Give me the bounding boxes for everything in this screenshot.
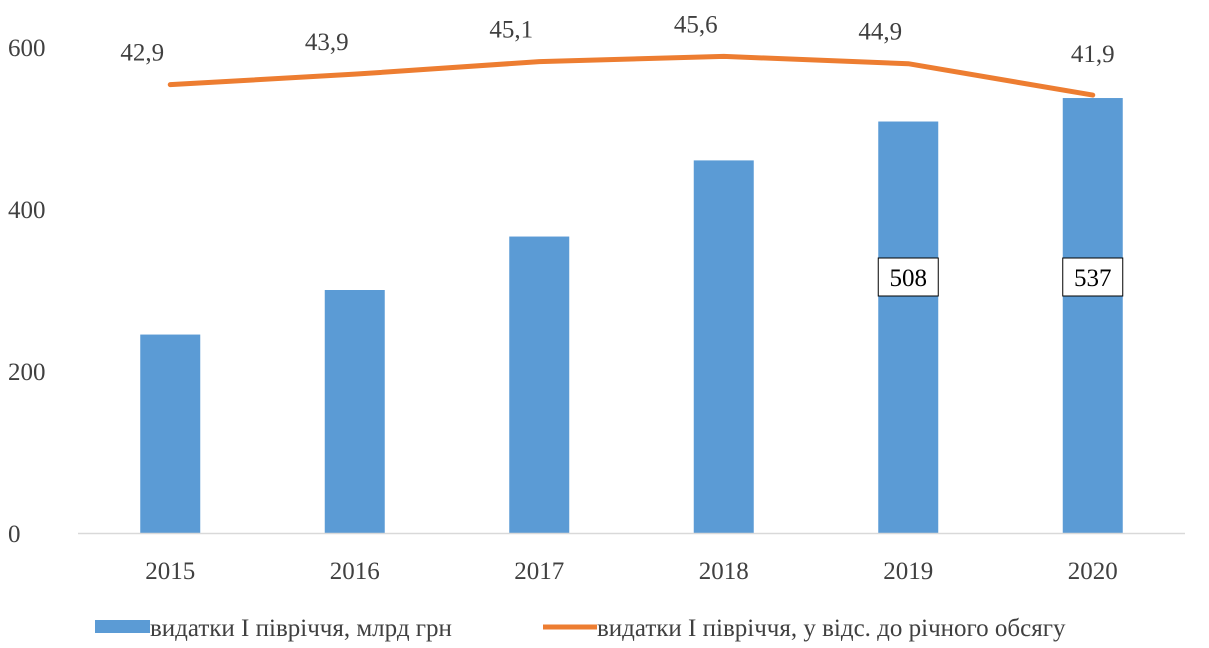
legend-label-line: видатки І півріччя, у відс. до річного о… [597,615,1066,642]
bar-label-box [1062,257,1124,297]
x-tick-label: 2018 [699,558,749,585]
x-tick-label: 2020 [1068,558,1118,585]
line-data-label: 41,9 [1071,41,1115,68]
line-data-labels: 42,9 43,9 45,1 45,6 44,9 41,9 [120,11,1114,68]
bar [1062,98,1123,533]
bar [878,121,939,534]
bar-data-labels: 508 537 [877,257,1124,297]
bar-series [140,98,1123,534]
line-data-label: 45,1 [489,17,533,44]
y-tick-label: 0 [8,521,21,548]
y-tick-label: 400 [8,197,46,224]
line-series [167,53,1096,98]
bar [509,236,570,534]
bar [693,160,754,533]
legend: видатки І півріччя, млрд грн видатки І п… [95,615,1066,642]
bar-data-label: 537 [1074,265,1112,292]
legend-swatch-bar [95,620,150,633]
line-data-label: 44,9 [858,19,902,46]
x-tick-label: 2015 [145,558,195,585]
x-tick-label: 2019 [883,558,933,585]
line-data-label: 43,9 [305,29,349,56]
line-data-label: 42,9 [120,40,164,67]
y-tick-label: 200 [8,359,46,386]
y-tick-label: 600 [8,35,46,62]
x-axis-ticks: 2015 2016 2017 2018 2019 2020 [145,558,1118,585]
y-axis-ticks: 0 200 400 600 [8,35,46,548]
bar [324,290,385,533]
legend-label-bar: видатки І півріччя, млрд грн [150,615,452,642]
bar-data-label: 508 [890,265,928,292]
line-data-label: 45,6 [674,11,718,38]
bar [140,334,201,533]
x-tick-label: 2017 [514,558,564,585]
x-tick-label: 2016 [330,558,380,585]
bar-label-box [877,257,939,297]
series-line [167,53,1096,98]
